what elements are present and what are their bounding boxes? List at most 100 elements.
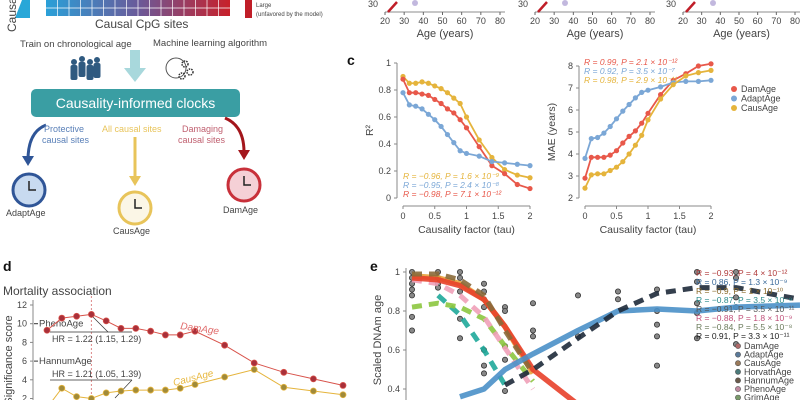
y-axis-label: R² [364, 124, 376, 136]
data-point-DamAge [658, 92, 664, 98]
y-tick-label: 8 [568, 61, 573, 71]
damaging-label-1: Damaging [182, 124, 224, 134]
age-tick-label: 80 [790, 16, 800, 26]
y-tick-label: 6 [568, 105, 573, 115]
panel-label-e: e [370, 258, 378, 274]
y-tick-label: 12 [17, 300, 27, 310]
stat-annotation: R = 0.99, P = 2.1 × 10⁻¹² [584, 57, 678, 67]
series-label-damage: DamAge [180, 321, 220, 337]
clock-icon-causage-hands [134, 199, 142, 209]
arrow-protective [26, 123, 47, 161]
age-axis-label: Age (years) [567, 28, 624, 40]
age-scatter-point [412, 0, 418, 6]
data-point-DamAge [613, 148, 620, 154]
data-point-CausAge [595, 171, 601, 177]
data-point-CausAge [451, 95, 457, 101]
data-point [530, 327, 537, 334]
data-point [501, 356, 508, 363]
hr-leader [90, 314, 109, 333]
age-tick-label: 40 [568, 16, 578, 26]
data-point-DamAge [161, 331, 169, 339]
data-point [408, 313, 415, 320]
data-point-AdaptAge [476, 153, 482, 159]
data-point-CausAge [695, 70, 702, 76]
x-tick-label: 0.5 [428, 211, 441, 221]
data-point-AdaptAge [514, 161, 520, 167]
data-point-CausAge [309, 387, 317, 395]
data-point-CausAge [489, 154, 495, 161]
data-point-AdaptAge [607, 123, 613, 130]
y-tick-label: 4 [568, 149, 573, 159]
age-tick-label: 80 [495, 16, 505, 26]
data-point-DamAge [601, 154, 607, 160]
data-point [654, 362, 661, 369]
data-point [408, 286, 415, 293]
legend-label: CausAge [744, 358, 781, 368]
x-tick-label: 1.5 [492, 211, 505, 221]
data-point-CausAge [432, 83, 438, 89]
legend-marker-PhenoAge [735, 386, 741, 392]
data-point-CausAge [639, 132, 645, 138]
data-point-CausAge [444, 90, 451, 96]
smooth-line-GrimAge [411, 300, 535, 383]
age-ytick-label: 30 [368, 0, 378, 9]
data-point-CausAge [632, 142, 639, 148]
data-point-AdaptAge [438, 123, 444, 130]
data-point-AdaptAge [425, 111, 431, 117]
data-point-DamAge [400, 76, 406, 82]
data-point-DamAge [695, 63, 702, 69]
data-point [501, 307, 508, 314]
age-ytick-label: 30 [666, 0, 676, 9]
data-point-CausAge [588, 172, 594, 178]
age-tick-label: 50 [437, 16, 447, 26]
age-tick-label: 40 [418, 16, 428, 26]
data-point-DamAge [413, 90, 419, 96]
data-point [733, 294, 740, 301]
data-point-CausAge [438, 86, 444, 92]
arrow-damaging-head [238, 150, 250, 160]
data-point-DamAge [58, 314, 66, 322]
data-point [456, 335, 463, 342]
smooth-line-DunedinPACE [503, 285, 800, 388]
protective-label-1: Protective [44, 124, 85, 134]
data-point-DamAge [339, 382, 347, 389]
data-point [694, 300, 701, 307]
data-point-DamAge [221, 341, 229, 349]
arrow-damaging [224, 116, 246, 153]
series-line-DamAge [584, 62, 712, 179]
data-point-DamAge [708, 61, 714, 67]
data-point-DamAge [645, 110, 651, 116]
data-point-CausAge [73, 393, 80, 400]
y-tick-label: 2 [568, 193, 573, 203]
data-point-DamAge [588, 154, 594, 160]
x-tick-label: 1 [464, 211, 469, 221]
data-point-CausAge [132, 386, 140, 394]
data-point-CausAge [626, 151, 632, 157]
series-line-AdaptAge [584, 79, 712, 159]
data-point [480, 280, 487, 287]
age-fit-line [387, 1, 398, 13]
people-icon [71, 59, 77, 65]
data-point-DamAge [132, 324, 140, 332]
x-axis-label: Causality factor (tau) [600, 224, 697, 236]
age-tick-label: 70 [771, 16, 781, 26]
data-point-CausAge [620, 159, 626, 165]
age-tick-label: 20 [678, 16, 688, 26]
heatmap-xlabel: Causal CpG sites [95, 17, 189, 31]
legend-marker-CausAge [735, 360, 741, 367]
data-point-CausAge [221, 373, 229, 381]
people-icon [78, 62, 86, 77]
people-icon [70, 65, 78, 80]
hr-annotation-hannumage: HR = 1.21 (1.05, 1.39) [52, 369, 141, 379]
data-point-DamAge [406, 90, 412, 96]
data-point-CausAge [88, 395, 95, 400]
data-point [480, 370, 487, 377]
data-point-CausAge [339, 391, 347, 399]
data-point [530, 300, 537, 307]
legend-unfavored: (unfavored by the model) [256, 12, 323, 18]
age-scatter-point [710, 0, 716, 6]
data-point [456, 288, 463, 295]
data-point-DamAge [147, 327, 155, 335]
data-point-DamAge [451, 110, 457, 116]
clock-icon-adaptage-hands [28, 181, 36, 191]
